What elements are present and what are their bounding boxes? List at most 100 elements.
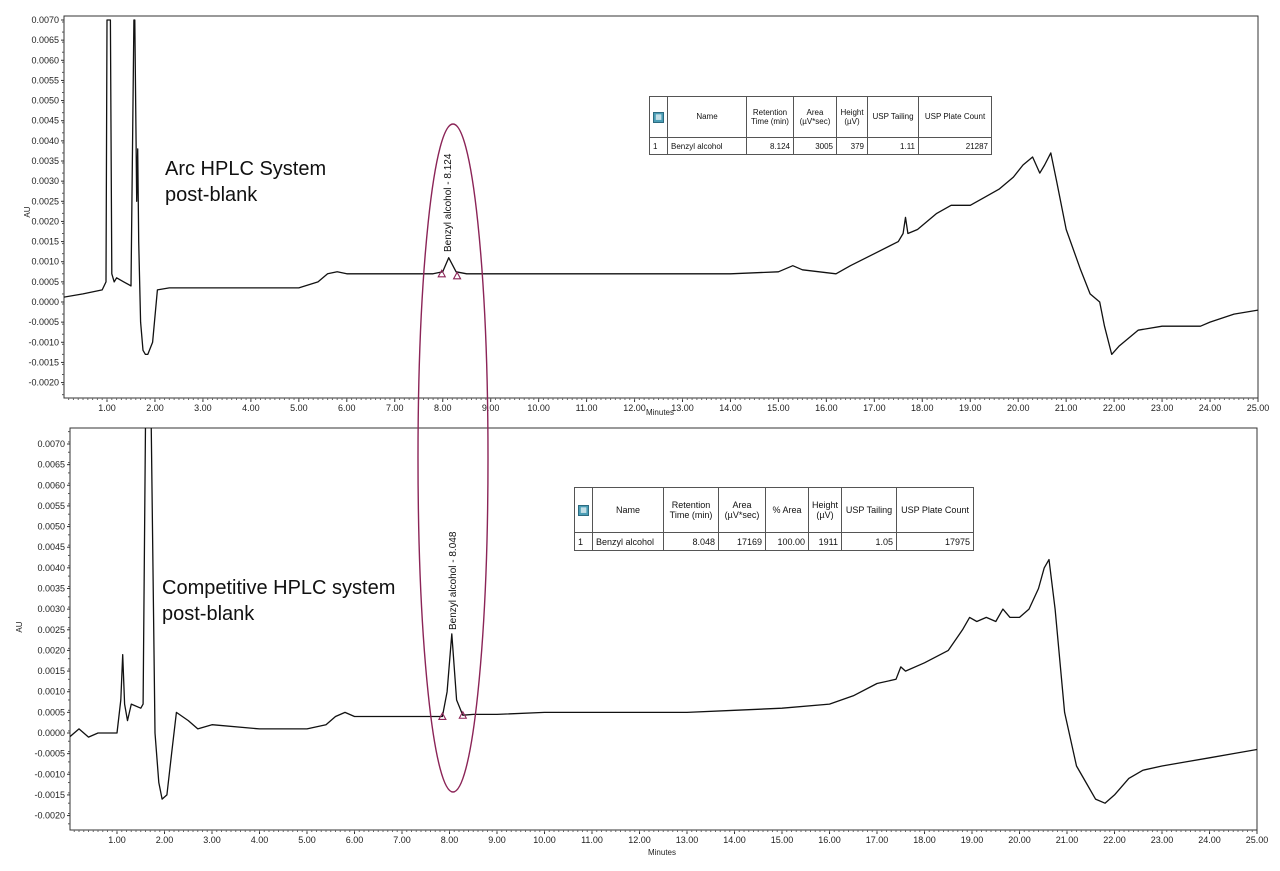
x-tick-label: 24.00 — [1198, 835, 1221, 845]
system-label: Arc HPLC System — [165, 158, 326, 180]
x-tick-label: 20.00 — [1007, 403, 1030, 413]
y-tick-label: 0.0040 — [31, 136, 59, 146]
table-grid-icon: ▦ — [578, 505, 589, 516]
table-icon-cell: ▦ — [649, 96, 668, 138]
table-cell: 379 — [836, 137, 868, 155]
y-tick-label: -0.0010 — [28, 337, 59, 347]
column-header: USP Tailing — [841, 487, 898, 533]
highlight-ellipse — [417, 123, 489, 793]
x-axis-title: Minutes — [646, 408, 674, 417]
y-tick-label: 0.0020 — [37, 645, 65, 655]
column-header: Height (µV) — [836, 96, 868, 138]
x-tick-label: 20.00 — [1008, 835, 1031, 845]
y-tick-label: 0.0055 — [37, 501, 65, 511]
column-header: Retention Time (min) — [663, 487, 719, 533]
table-cell: 8.124 — [746, 137, 794, 155]
x-tick-label: 18.00 — [913, 835, 936, 845]
y-tick-label: 0.0045 — [31, 116, 59, 126]
x-tick-label: 16.00 — [815, 403, 838, 413]
y-tick-label: 0.0050 — [37, 522, 65, 532]
chromatogram-trace — [70, 428, 1257, 804]
table-cell: 1.11 — [867, 137, 919, 155]
x-tick-label: 5.00 — [298, 835, 316, 845]
y-tick-label: 0.0025 — [37, 625, 65, 635]
table-cell: 17169 — [718, 532, 766, 551]
table-cell: 1 — [649, 137, 668, 155]
y-tick-label: 0.0025 — [31, 196, 59, 206]
y-tick-label: 0.0010 — [37, 687, 65, 697]
x-tick-label: 3.00 — [203, 835, 221, 845]
y-tick-label: 0.0070 — [37, 439, 65, 449]
x-tick-label: 18.00 — [911, 403, 934, 413]
x-tick-label: 2.00 — [156, 835, 174, 845]
x-tick-label: 23.00 — [1151, 403, 1174, 413]
x-tick-label: 19.00 — [959, 403, 982, 413]
column-header: Area (µV*sec) — [718, 487, 766, 533]
chromatogram-trace — [64, 19, 1258, 356]
column-header: % Area — [765, 487, 809, 533]
plot-frame — [63, 15, 1259, 399]
column-header: USP Plate Count — [918, 96, 992, 138]
y-tick-label: 0.0000 — [37, 728, 65, 738]
y-tick-label: 0.0005 — [31, 277, 59, 287]
table-header-row: ▦ Name Retention Time (min) Area (µV*sec… — [574, 487, 975, 533]
x-tick-label: 12.00 — [623, 403, 646, 413]
x-tick-label: 5.00 — [290, 403, 308, 413]
column-header: USP Tailing — [867, 96, 919, 138]
table-cell: 1.05 — [841, 532, 898, 551]
system-label: Competitive HPLC system — [162, 577, 395, 599]
y-tick-label: 0.0065 — [37, 460, 65, 470]
y-tick-label: 0.0015 — [31, 237, 59, 247]
y-tick-label: 0.0020 — [31, 216, 59, 226]
x-tick-label: 10.00 — [527, 403, 550, 413]
peak-label: Benzyl alcohol - 8.048 — [448, 531, 459, 630]
integration-marker — [458, 710, 468, 719]
y-axis-title: AU — [23, 206, 32, 217]
x-tick-label: 6.00 — [338, 403, 356, 413]
y-tick-label: 0.0045 — [37, 542, 65, 552]
y-tick-label: 0.0005 — [37, 707, 65, 717]
table-cell: 1 — [574, 532, 593, 551]
x-tick-label: 17.00 — [866, 835, 889, 845]
x-tick-label: 11.00 — [581, 835, 603, 845]
x-tick-label: 25.00 — [1246, 835, 1269, 845]
column-header: Name — [592, 487, 664, 533]
x-tick-label: 13.00 — [676, 835, 699, 845]
x-tick-label: 17.00 — [863, 403, 886, 413]
integration-marker — [452, 271, 462, 280]
y-tick-label: 0.0070 — [31, 15, 59, 25]
x-tick-label: 24.00 — [1199, 403, 1222, 413]
y-tick-label: -0.0005 — [28, 317, 59, 327]
y-tick-label: 0.0015 — [37, 666, 65, 676]
table-cell: 3005 — [793, 137, 837, 155]
system-label: post-blank — [165, 184, 258, 206]
peak-label: Benzyl alcohol - 8.124 — [443, 153, 454, 252]
y-tick-label: -0.0010 — [34, 769, 65, 779]
x-tick-label: 14.00 — [719, 403, 742, 413]
y-tick-label: 0.0040 — [37, 563, 65, 573]
x-tick-label: 25.00 — [1247, 403, 1270, 413]
y-tick-label: 0.0030 — [31, 176, 59, 186]
column-header: USP Plate Count — [896, 487, 975, 533]
y-tick-label: 0.0065 — [31, 35, 59, 45]
system-label: post-blank — [162, 603, 255, 625]
x-tick-label: 15.00 — [771, 835, 794, 845]
y-tick-label: 0.0060 — [37, 480, 65, 490]
x-tick-label: 21.00 — [1056, 835, 1079, 845]
table-grid-icon: ▦ — [653, 111, 664, 123]
x-tick-label: 8.00 — [434, 403, 452, 413]
table-icon-cell: ▦ — [574, 487, 593, 533]
x-tick-label: 1.00 — [98, 403, 116, 413]
table-cell: Benzyl alcohol — [592, 532, 664, 551]
y-tick-label: -0.0020 — [28, 378, 59, 388]
y-tick-label: -0.0015 — [28, 357, 59, 367]
x-tick-label: 2.00 — [146, 403, 164, 413]
x-tick-label: 15.00 — [767, 403, 790, 413]
x-tick-label: 4.00 — [242, 403, 260, 413]
x-tick-label: 14.00 — [723, 835, 746, 845]
table-cell: Benzyl alcohol — [667, 137, 747, 155]
table-cell: 17975 — [896, 532, 975, 551]
x-tick-label: 19.00 — [961, 835, 984, 845]
column-header: Area (µV*sec) — [793, 96, 837, 138]
